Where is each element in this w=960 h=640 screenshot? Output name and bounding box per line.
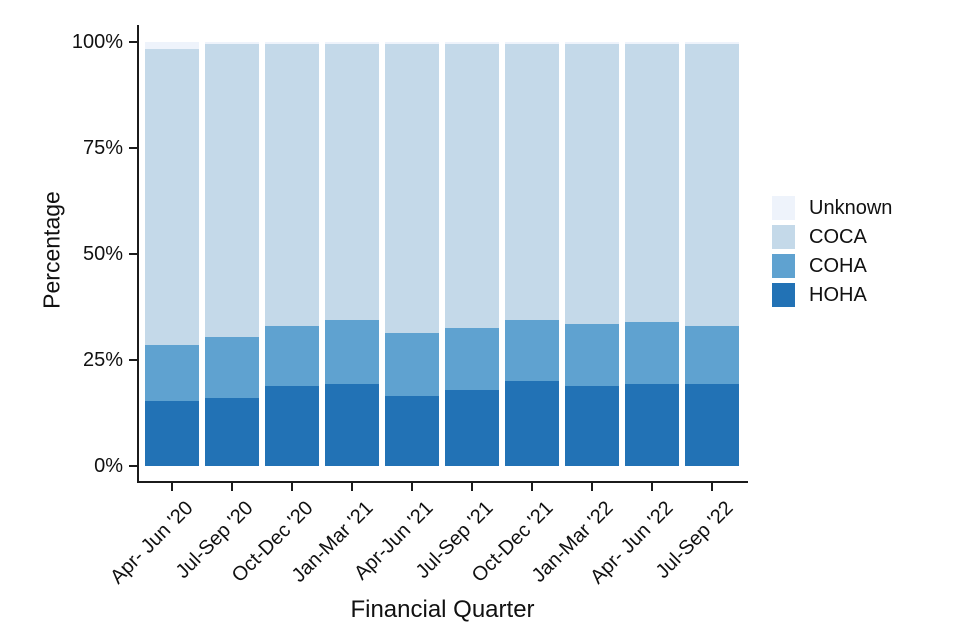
segment-unknown <box>325 41 379 44</box>
segment-hoha <box>205 398 259 467</box>
bar-Jul-Sep '21 <box>445 41 499 467</box>
segment-coha <box>505 319 559 382</box>
segment-coca <box>565 43 619 325</box>
segment-hoha <box>565 385 619 467</box>
y-tick-label: 75% <box>82 136 123 159</box>
segment-hoha <box>625 383 679 467</box>
legend-item-coha: COHA <box>772 254 892 278</box>
y-tick-label: 50% <box>82 243 123 265</box>
x-axis-title: Financial Quarter <box>350 596 535 623</box>
segment-coca <box>625 43 679 322</box>
legend-label: COCA <box>809 226 867 248</box>
bar-Apr-Jun '21 <box>385 41 439 467</box>
x-axis-line <box>137 481 748 483</box>
x-tick <box>531 483 533 491</box>
y-tick-label: 0% <box>94 455 123 478</box>
segment-hoha <box>145 400 199 467</box>
legend-swatch-coca <box>772 225 795 249</box>
bar-Apr- Jun '20 <box>145 41 199 467</box>
segment-unknown <box>625 41 679 44</box>
segment-coha <box>445 328 499 390</box>
legend-swatch-unknown <box>772 196 795 220</box>
legend-item-unknown: Unknown <box>772 196 892 220</box>
bar-Oct-Dec '21 <box>505 41 559 467</box>
legend-item-coca: COCA <box>772 225 892 249</box>
x-tick <box>291 483 293 491</box>
bar-Jul-Sep '22 <box>685 41 739 467</box>
segment-coca <box>445 43 499 329</box>
segment-hoha <box>385 396 439 467</box>
segment-hoha <box>265 385 319 467</box>
y-tick-100% <box>129 40 137 43</box>
segment-coca <box>325 43 379 320</box>
bar-Jan-Mar '22 <box>565 41 619 467</box>
segment-unknown <box>565 41 619 44</box>
segment-unknown <box>445 41 499 44</box>
segment-coca <box>205 43 259 337</box>
x-tick <box>471 483 473 491</box>
bar-Jul-Sep '20 <box>205 41 259 467</box>
segment-coha <box>625 321 679 384</box>
segment-coha <box>205 336 259 399</box>
segment-coca <box>145 49 199 346</box>
segment-coca <box>505 43 559 320</box>
segment-unknown <box>265 41 319 44</box>
segment-hoha <box>325 383 379 467</box>
segment-unknown <box>505 41 559 44</box>
x-tick <box>231 483 233 491</box>
y-tick-label: 100% <box>71 30 123 53</box>
segment-hoha <box>505 381 559 467</box>
x-tick <box>171 483 173 491</box>
segment-coha <box>325 319 379 384</box>
y-tick-50% <box>129 253 137 255</box>
legend-swatch-coha <box>772 254 795 278</box>
legend-item-hoha: HOHA <box>772 283 892 307</box>
segment-hoha <box>685 383 739 467</box>
legend-label: HOHA <box>809 284 867 306</box>
x-tick <box>351 483 353 491</box>
x-tick <box>411 483 413 491</box>
segment-coca <box>685 43 739 327</box>
bar-Oct-Dec '20 <box>265 41 319 467</box>
segment-coha <box>385 332 439 397</box>
segment-coha <box>685 326 739 384</box>
x-tick <box>591 483 593 491</box>
segment-coha <box>145 345 199 401</box>
y-tick-75% <box>129 146 137 149</box>
segment-coca <box>385 43 439 333</box>
segment-hoha <box>445 389 499 467</box>
legend-label: COHA <box>809 255 867 277</box>
segment-coca <box>265 43 319 327</box>
y-axis-line <box>137 25 139 483</box>
bar-Jan-Mar '21 <box>325 41 379 467</box>
segment-coha <box>565 324 619 386</box>
legend-swatch-hoha <box>772 283 795 307</box>
x-tick <box>711 483 713 491</box>
segment-unknown <box>205 41 259 44</box>
legend-label: Unknown <box>809 197 893 219</box>
y-tick-label: 25% <box>82 349 123 372</box>
y-tick-25% <box>129 359 137 362</box>
x-tick <box>651 483 653 491</box>
bar-Apr- Jun '22 <box>625 41 679 467</box>
segment-unknown <box>385 41 439 44</box>
legend: Unknown COCA COHA HOHA <box>772 196 892 307</box>
y-tick-0% <box>129 465 137 468</box>
segment-unknown <box>685 41 739 44</box>
segment-coha <box>265 326 319 386</box>
segment-unknown <box>145 41 199 50</box>
